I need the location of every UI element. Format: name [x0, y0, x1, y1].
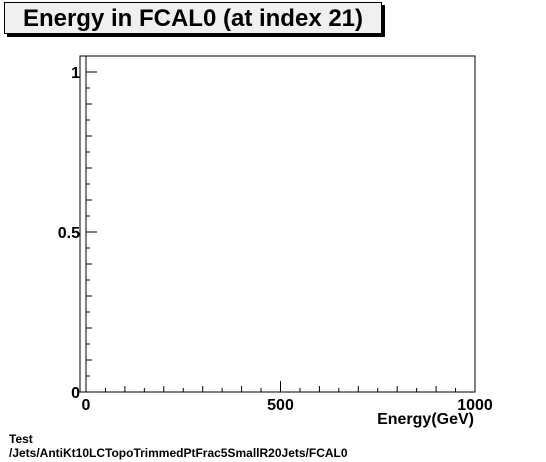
- y-axis-ticks: [85, 56, 97, 393]
- y-axis-tick-labels: 00.51: [58, 65, 80, 402]
- x-tick-label: 0: [82, 397, 91, 414]
- footer-line-2: /Jets/AntiKt10LCTopoTrimmedPtFrac5SmallR…: [9, 446, 348, 460]
- y-tick-label: 0: [71, 385, 80, 402]
- x-axis-tick-labels: 0 500 1000: [82, 397, 493, 414]
- x-axis-ticks: [85, 381, 476, 392]
- footer-text: Test /Jets/AntiKt10LCTopoTrimmedPtFrac5S…: [9, 432, 348, 460]
- y-tick-label: 1: [71, 65, 80, 82]
- x-tick-label: 1000: [457, 397, 493, 414]
- chart-title-box: Energy in FCAL0 (at index 21): [4, 2, 382, 34]
- y-tick-label: 0.5: [58, 225, 80, 242]
- x-axis-label: Energy(GeV): [377, 411, 474, 428]
- plot-frame: [79, 55, 476, 393]
- x-tick-label: 500: [267, 397, 294, 414]
- footer-line-1: Test: [9, 432, 33, 446]
- chart-title: Energy in FCAL0 (at index 21): [22, 5, 364, 32]
